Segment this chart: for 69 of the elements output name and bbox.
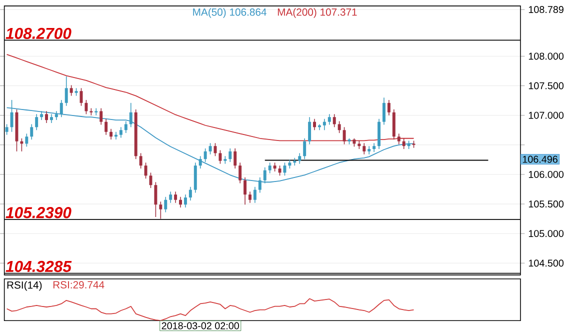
candlestick — [382, 96, 386, 125]
candlestick — [70, 84, 73, 96]
candlestick — [253, 186, 256, 203]
ref-line-label: 104.3285 — [6, 260, 72, 272]
y-tick-label: 108.000 — [528, 52, 564, 60]
y-tick-label: 106.000 — [528, 170, 564, 178]
candlestick — [110, 128, 113, 140]
candlestick — [362, 142, 366, 154]
candlestick — [368, 145, 371, 154]
ref-line-label: 108.2700 — [6, 28, 72, 39]
text: MA(200) 107.371 — [278, 8, 357, 18]
candlestick — [174, 190, 178, 203]
candlestick — [238, 162, 242, 184]
candlestick — [248, 190, 252, 203]
candlestick — [179, 196, 182, 208]
candlestick — [25, 133, 28, 147]
candlestick — [268, 162, 272, 174]
candlestick — [283, 162, 286, 176]
candlestick — [184, 194, 187, 208]
candlestick — [298, 152, 302, 164]
candlestick — [45, 110, 48, 124]
chart-title: RSI(14) — [7, 280, 42, 291]
candlestick — [84, 99, 88, 114]
candlestick — [397, 133, 400, 144]
candlestick — [322, 118, 326, 130]
candlestick — [188, 186, 192, 201]
candlestick — [332, 114, 336, 128]
text: 2018-03-02 02:00 — [162, 322, 239, 330]
candlestick — [387, 99, 390, 116]
candlestick — [100, 108, 103, 125]
candlestick — [64, 76, 68, 106]
candlestick — [338, 120, 341, 134]
ref-line-label: 105.2390 — [6, 206, 72, 218]
y-tick-label: 104.500 — [528, 259, 564, 266]
candlestick — [154, 181, 158, 218]
candlestick — [208, 142, 212, 154]
candlestick — [149, 172, 152, 188]
candlestick — [313, 118, 316, 130]
candlestick — [139, 152, 142, 169]
y-tick-label: 105.000 — [528, 230, 564, 237]
candlestick — [308, 116, 312, 144]
candlestick — [278, 164, 282, 176]
candlestick — [104, 118, 108, 135]
candlestick — [328, 114, 331, 125]
y-tick-label: 105.500 — [528, 200, 564, 208]
candlestick — [30, 124, 34, 140]
candlestick — [35, 114, 38, 130]
candlestick — [228, 148, 232, 162]
candlestick — [124, 120, 128, 134]
series-label: RSI:29.744 — [53, 280, 104, 288]
candlestick — [164, 196, 168, 212]
text: 106.496 — [522, 156, 558, 163]
candlestick — [119, 126, 122, 138]
candlestick — [303, 138, 306, 160]
candlestick — [244, 176, 247, 205]
candlestick — [234, 148, 237, 169]
candlestick — [159, 201, 162, 219]
candlestick — [5, 124, 8, 135]
candlestick — [169, 190, 172, 203]
y-tick-label: 108.789 — [528, 6, 564, 13]
text: MA(50) 106.864 — [193, 8, 266, 18]
candlestick — [402, 138, 406, 150]
candlestick — [204, 148, 207, 162]
y-tick-label: 107.000 — [528, 112, 564, 119]
candlestick — [342, 126, 346, 144]
y-tick-label: 107.500 — [528, 82, 564, 90]
candlestick — [218, 150, 222, 164]
candlestick — [198, 155, 202, 169]
candlestick — [144, 162, 148, 179]
